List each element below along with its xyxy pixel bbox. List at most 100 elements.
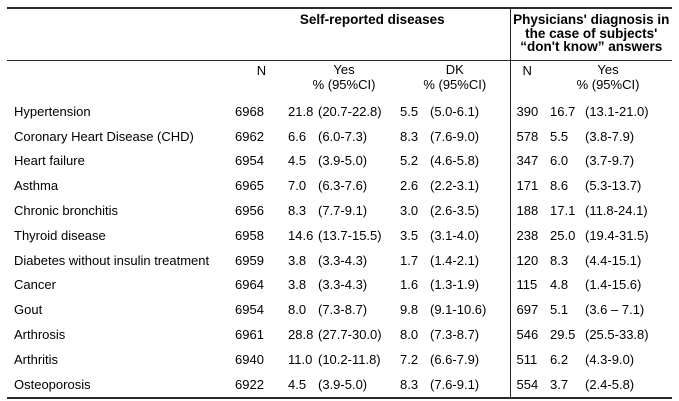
physician-n: 238	[509, 222, 544, 248]
col-header-yes-left-label: Yes	[333, 62, 355, 77]
physician-n: 511	[509, 346, 544, 372]
physician-yes-pct: 6.2	[550, 351, 569, 367]
col-header-yes-right-ci: % (95%CI)	[576, 76, 640, 92]
self-reported-yes-pct: 7.0	[288, 178, 307, 194]
physician-yes-pct: 4.8	[550, 277, 569, 293]
self-reported-dk-pct: 2.6	[400, 178, 419, 194]
self-reported-yes-ci: (3.9-5.0)	[318, 153, 368, 169]
column-header-row: N Yes % (95%CI) DK % (95%CI) N Yes % (95…	[7, 60, 672, 100]
table-body: Hypertension 6968 21.8 (20.7-22.8) 5.5 (…	[7, 99, 672, 398]
self-reported-dk-pct: 8.3	[400, 376, 419, 392]
physician-n: 697	[509, 297, 544, 323]
self-reported-dk-ci: (7.6-9.1)	[430, 376, 480, 392]
self-reported-n: 6956	[235, 203, 264, 219]
physician-yes-ci: (1.4-15.6)	[585, 277, 642, 293]
self-reported-n: 6968	[235, 103, 264, 119]
table-row: Thyroid disease 6958 14.6 (13.7-15.5) 3.…	[7, 222, 672, 248]
disease-name: Thyroid disease	[14, 227, 106, 243]
self-reported-dk-pct: 1.6	[400, 277, 419, 293]
self-reported-dk-ci: (2.2-3.1)	[430, 178, 480, 194]
physician-yes-pct: 17.1	[550, 203, 576, 219]
group-header-self-reported: Self-reported diseases	[235, 8, 510, 61]
disease-name: Asthma	[14, 178, 59, 194]
disease-name: Hypertension	[14, 103, 91, 119]
self-reported-yes-pct: 8.3	[288, 203, 307, 219]
disease-name: Chronic bronchitis	[14, 203, 119, 219]
self-reported-yes-ci: (6.0-7.3)	[318, 128, 368, 144]
self-reported-dk-ci: (1.3-1.9)	[430, 277, 480, 293]
col-header-dk: DK % (95%CI)	[400, 61, 510, 100]
diseases-table: Self-reported diseases Physicians' diagn…	[7, 7, 673, 399]
group-header-spacer	[7, 8, 235, 61]
physician-n: 188	[509, 198, 544, 223]
col-header-n-left: N	[256, 63, 267, 78]
self-reported-n: 6940	[235, 351, 264, 367]
self-reported-n: 6922	[235, 376, 264, 392]
physician-n: 554	[509, 371, 544, 398]
self-reported-yes-pct: 11.0	[288, 351, 313, 367]
disease-name: Gout	[14, 302, 43, 318]
self-reported-dk-pct: 5.5	[400, 103, 419, 119]
self-reported-dk-pct: 8.3	[400, 128, 419, 144]
physician-yes-pct: 5.1	[550, 302, 569, 318]
physician-yes-pct: 16.7	[550, 103, 576, 119]
physician-yes-ci: (4.4-15.1)	[585, 252, 642, 268]
self-reported-yes-ci: (10.2-11.8)	[318, 351, 381, 367]
self-reported-yes-pct: 28.8	[288, 327, 314, 343]
self-reported-dk-ci: (5.0-6.1)	[430, 103, 480, 119]
self-reported-dk-ci: (2.6-3.5)	[430, 203, 480, 219]
physician-yes-ci: (3.6 – 7.1)	[585, 302, 645, 318]
physician-yes-ci: (13.1-21.0)	[585, 103, 649, 119]
physician-yes-pct: 6.0	[550, 153, 569, 169]
table-row: Gout 6954 8.0 (7.3-8.7) 9.8 (9.1-10.6) 6…	[7, 297, 672, 323]
physician-n: 120	[509, 247, 544, 273]
table-row: Chronic bronchitis 6956 8.3 (7.7-9.1) 3.…	[7, 198, 672, 223]
col-header-dk-ci: % (95%CI)	[423, 76, 487, 92]
self-reported-n: 6954	[235, 302, 264, 318]
self-reported-dk-ci: (9.1-10.6)	[430, 302, 487, 318]
physician-yes-pct: 8.3	[550, 252, 569, 268]
disease-name: Arthrosis	[14, 327, 66, 343]
physicians-header-line-2: the case of subjects'	[525, 25, 658, 41]
table-row: Osteoporosis 6922 4.5 (3.9-5.0) 8.3 (7.6…	[7, 371, 672, 398]
self-reported-yes-pct: 4.5	[288, 376, 307, 392]
self-reported-n: 6964	[235, 277, 264, 293]
self-reported-dk-pct: 7.2	[400, 351, 419, 367]
table-row: Coronary Heart Disease (CHD) 6962 6.6 (6…	[7, 123, 672, 149]
self-reported-yes-ci: (13.7-15.5)	[318, 227, 382, 243]
self-reported-yes-ci: (6.3-7.6)	[318, 178, 368, 194]
disease-name: Diabetes without insulin treatment	[14, 252, 210, 268]
col-header-yes-left-ci: % (95%CI)	[312, 76, 376, 92]
self-reported-yes-ci: (7.3-8.7)	[318, 302, 368, 318]
self-reported-yes-ci: (27.7-30.0)	[318, 327, 382, 343]
self-reported-dk-ci: (4.6-5.8)	[430, 153, 480, 169]
self-reported-yes-pct: 8.0	[288, 302, 307, 318]
physician-n: 171	[509, 173, 544, 199]
col-header-yes-right: Yes % (95%CI)	[544, 61, 672, 100]
self-reported-dk-pct: 9.8	[400, 302, 419, 318]
self-reported-dk-pct: 5.2	[400, 153, 419, 169]
physician-yes-pct: 3.7	[550, 376, 569, 392]
self-reported-yes-pct: 3.8	[288, 252, 307, 268]
self-reported-yes-pct: 14.6	[288, 227, 314, 243]
disease-name: Coronary Heart Disease (CHD)	[14, 128, 194, 144]
self-reported-dk-ci: (6.6-7.9)	[430, 351, 480, 367]
physician-yes-ci: (11.8-24.1)	[585, 203, 648, 219]
table-row: Hypertension 6968 21.8 (20.7-22.8) 5.5 (…	[7, 99, 672, 124]
disease-name: Osteoporosis	[14, 376, 91, 392]
self-reported-yes-ci: (3.3-4.3)	[318, 277, 368, 293]
self-reported-yes-ci: (3.9-5.0)	[318, 376, 368, 392]
physicians-header-line-3: “don't know” answers	[520, 39, 663, 54]
physician-yes-pct: 5.5	[550, 128, 569, 144]
physician-yes-ci: (3.8-7.9)	[585, 128, 635, 144]
table-row: Arthrosis 6961 28.8 (27.7-30.0) 8.0 (7.3…	[7, 322, 672, 347]
self-reported-dk-pct: 3.0	[400, 203, 419, 219]
physician-n: 115	[509, 272, 544, 298]
physician-yes-pct: 29.5	[550, 327, 576, 343]
self-reported-yes-pct: 4.5	[288, 153, 307, 169]
self-reported-n: 6962	[235, 128, 264, 144]
self-reported-dk-pct: 3.5	[400, 227, 419, 243]
self-reported-dk-ci: (7.3-8.7)	[430, 327, 480, 343]
col-header-yes-right-label: Yes	[597, 62, 619, 77]
group-header-physicians: Physicians' diagnosis in the case of sub…	[509, 8, 673, 61]
